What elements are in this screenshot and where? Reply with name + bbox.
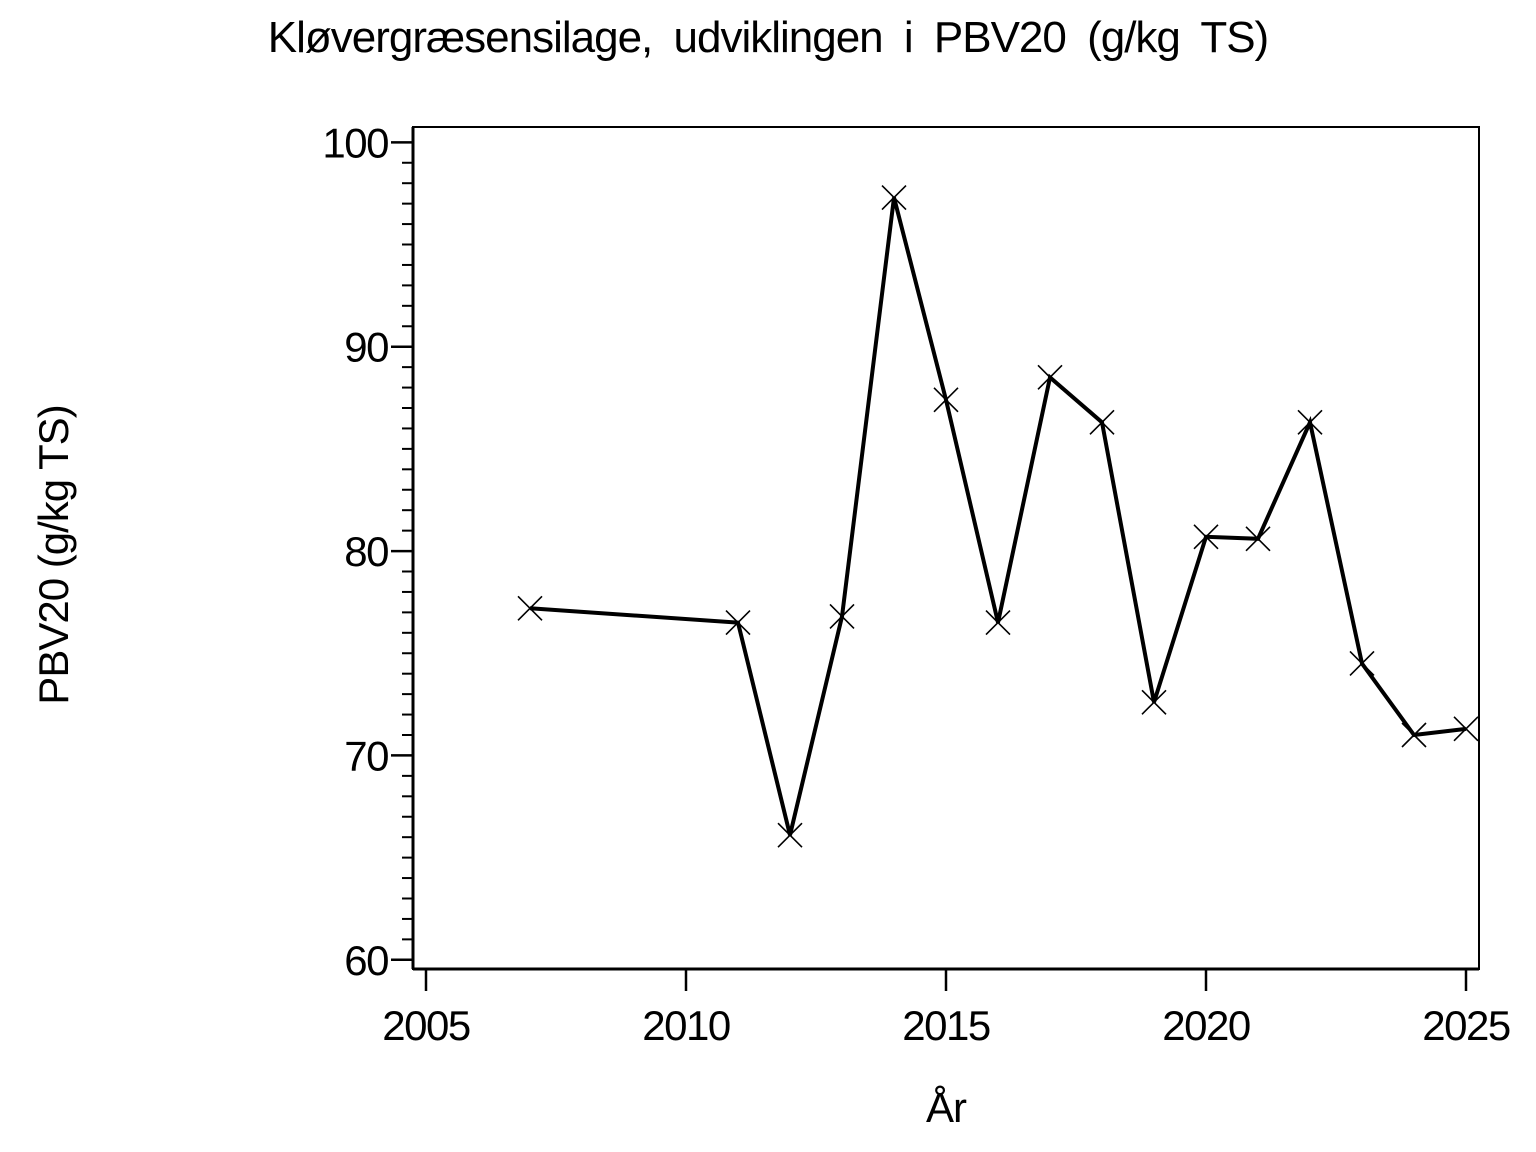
data-series (517, 184, 1479, 848)
chart-title: Kløvergræsensilage, udviklingen i PBV20 … (268, 13, 1268, 62)
marker-stroke (517, 595, 543, 621)
data-point-marker (1037, 364, 1063, 390)
data-point-marker (1245, 526, 1271, 552)
marker-stroke (933, 387, 959, 413)
x-tick-label: 2020 (1162, 1002, 1250, 1049)
data-point-marker (725, 610, 751, 636)
marker-stroke (985, 610, 1011, 636)
x-tick-label: 2015 (902, 1002, 990, 1049)
x-axis-label: År (926, 1084, 967, 1131)
data-point-marker (881, 184, 907, 211)
marker-stroke (1037, 364, 1063, 390)
data-point-marker (933, 387, 959, 413)
marker-stroke (881, 184, 907, 211)
marker-stroke (1297, 409, 1323, 435)
marker-stroke (1245, 526, 1271, 552)
data-point-marker (1193, 524, 1219, 550)
data-point-marker (1089, 409, 1115, 435)
y-tick-label: 60 (344, 937, 388, 984)
x-tick-label: 2010 (642, 1002, 730, 1049)
axis-ticks: 60 70 80 90 100 2005 2010 2015 2020 2025 (322, 119, 1511, 1049)
data-point-marker (1453, 716, 1479, 742)
marker-stroke (1349, 650, 1375, 677)
data-point-marker (777, 822, 803, 848)
data-point-marker (985, 610, 1011, 636)
data-point-marker (1141, 689, 1167, 715)
marker-stroke (777, 822, 803, 848)
y-tick-label: 100 (322, 119, 388, 166)
data-point-marker (1401, 722, 1427, 748)
marker-stroke (1141, 689, 1167, 715)
y-tick-label: 70 (344, 732, 388, 779)
marker-stroke (829, 603, 855, 630)
marker-stroke (1089, 409, 1115, 435)
data-point-marker (1349, 650, 1375, 677)
data-point-marker (1297, 409, 1323, 435)
marker-stroke (1193, 524, 1219, 550)
x-tick-label: 2005 (382, 1002, 470, 1049)
y-axis-label: PBV20 (g/kg TS) (30, 405, 77, 704)
y-tick-label: 90 (344, 324, 388, 371)
data-line (529, 197, 1467, 836)
x-tick-label: 2025 (1422, 1002, 1510, 1049)
plot-area-border (412, 126, 1480, 970)
marker-stroke (1453, 716, 1479, 742)
data-point-marker (517, 595, 543, 621)
marker-stroke (1401, 722, 1427, 748)
data-point-marker (829, 603, 855, 630)
marker-stroke (725, 610, 751, 636)
y-tick-label: 80 (344, 528, 388, 575)
